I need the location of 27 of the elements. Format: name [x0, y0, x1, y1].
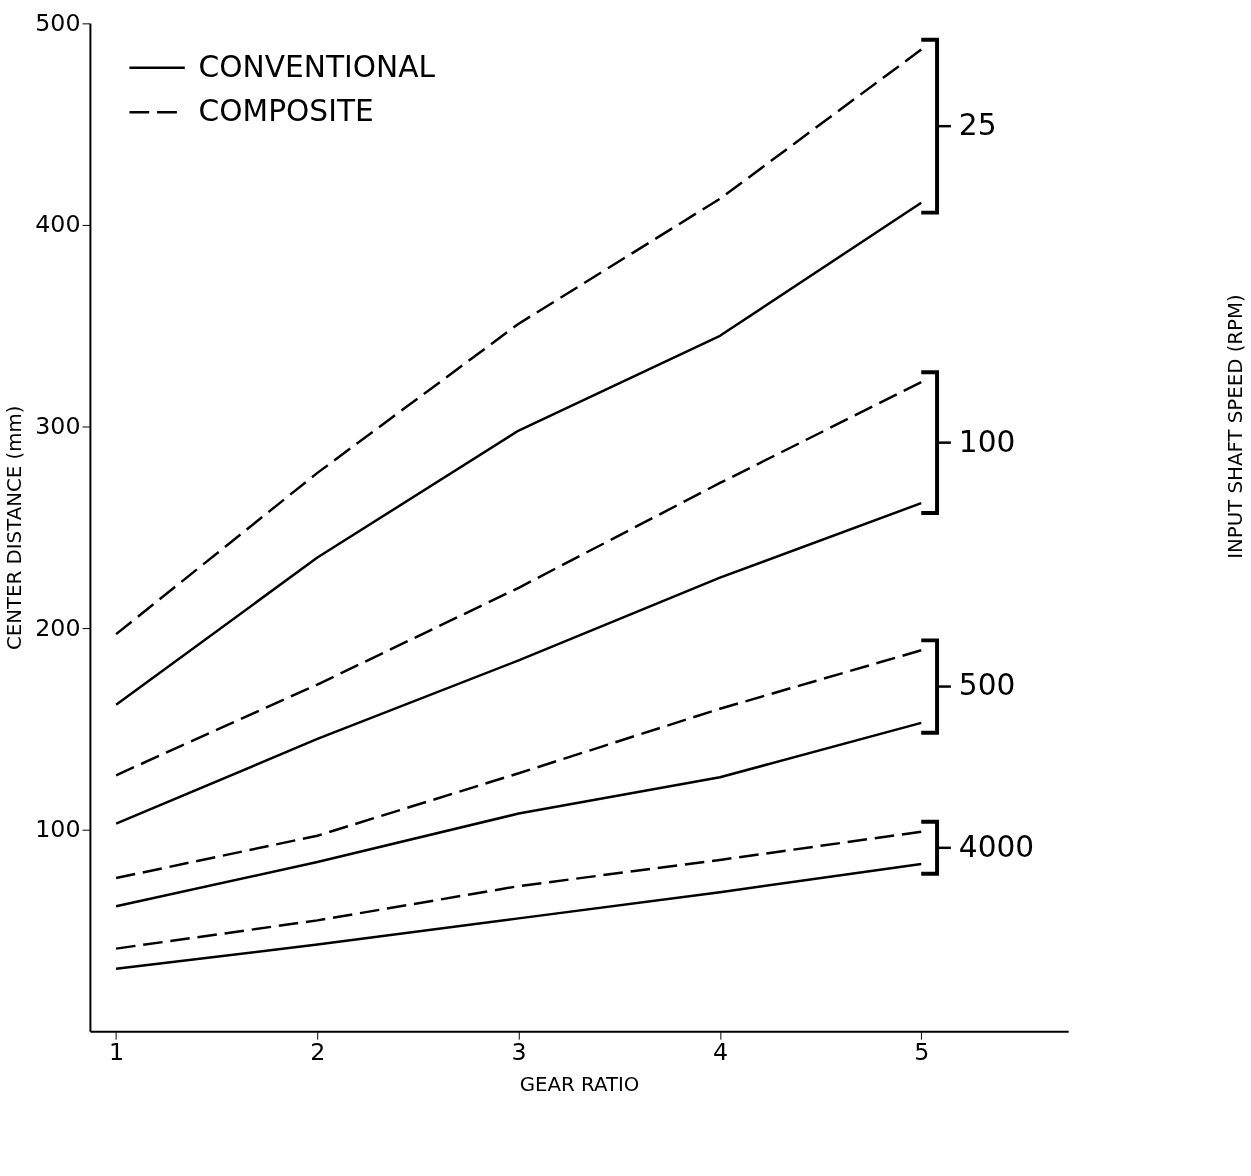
annotation: 25 — [958, 107, 997, 143]
x-tick-label: 2 — [310, 1038, 326, 1067]
annotation: 500 — [958, 667, 1016, 703]
y-tick-label: 400 — [35, 210, 81, 239]
y-tick-label: 100 — [35, 815, 81, 844]
legend-label: COMPOSITE — [198, 93, 374, 129]
text: INPUT SHAFT SPEED (RPM) — [1224, 294, 1248, 559]
line-series — [114, 721, 923, 908]
line-series — [114, 380, 923, 777]
line-series — [114, 48, 923, 636]
line-series — [114, 649, 923, 880]
y-tick-label: 500 — [35, 8, 81, 37]
x-tick-label: 5 — [914, 1038, 930, 1067]
legend-label: CONVENTIONAL — [198, 48, 436, 84]
line-series — [114, 501, 923, 825]
x-axis-title: GEAR RATIO — [519, 1073, 640, 1097]
annotation: 4000 — [958, 828, 1035, 864]
annotation: 100 — [958, 423, 1016, 459]
y-tick-label: 200 — [35, 613, 81, 642]
line-series — [114, 830, 923, 950]
x-tick-label: 1 — [109, 1038, 125, 1067]
x-tick-label: 3 — [511, 1038, 527, 1067]
y-tick-label: 300 — [35, 411, 81, 440]
y-axis-title: CENTER DISTANCE (mm) — [3, 405, 27, 651]
line-series — [114, 201, 923, 706]
line-series — [114, 862, 923, 971]
x-tick-label: 4 — [712, 1038, 728, 1067]
